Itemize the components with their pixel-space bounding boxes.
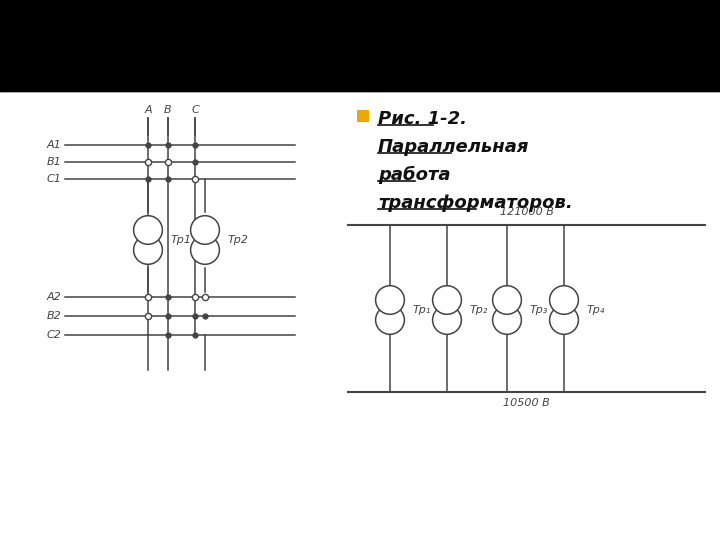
Text: A1: A1 [46, 140, 61, 150]
Text: трансформаторов.: трансформаторов. [378, 194, 572, 212]
Text: 10500 B: 10500 B [503, 398, 550, 408]
Text: C2: C2 [46, 330, 61, 340]
Bar [357, 110, 369, 122]
Text: Tp2: Tp2 [228, 235, 249, 245]
Text: Tp₂: Tp₂ [470, 305, 488, 315]
Text: B1: B1 [46, 157, 61, 167]
Ellipse shape [549, 286, 578, 314]
Ellipse shape [134, 215, 163, 244]
Ellipse shape [376, 306, 405, 334]
Ellipse shape [433, 286, 462, 314]
Ellipse shape [376, 286, 405, 314]
Text: Tp₃: Tp₃ [530, 305, 549, 315]
Ellipse shape [492, 306, 521, 334]
Text: Параллельная: Параллельная [378, 138, 529, 156]
Text: A: A [144, 105, 152, 115]
Text: работа: работа [378, 166, 451, 184]
Ellipse shape [134, 235, 163, 264]
Text: Tp₁: Tp₁ [413, 305, 431, 315]
Text: A2: A2 [46, 292, 61, 302]
Text: B2: B2 [46, 311, 61, 321]
Text: C: C [191, 105, 199, 115]
Ellipse shape [549, 306, 578, 334]
Ellipse shape [191, 215, 220, 244]
Text: 121000 B: 121000 B [500, 207, 554, 217]
Text: Tp₄: Tp₄ [587, 305, 606, 315]
Ellipse shape [191, 235, 220, 264]
Text: B: B [164, 105, 172, 115]
Text: Tp1: Tp1 [171, 235, 192, 245]
Ellipse shape [433, 306, 462, 334]
Text: Рис. 1-2.: Рис. 1-2. [378, 110, 467, 128]
Text: C1: C1 [46, 174, 61, 184]
Bar [0, 0, 720, 92]
Ellipse shape [492, 286, 521, 314]
